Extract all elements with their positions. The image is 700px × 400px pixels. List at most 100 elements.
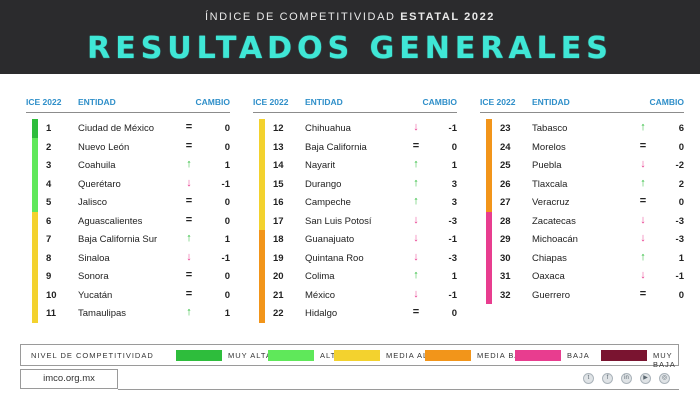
- state-rank: 28: [500, 215, 511, 227]
- rank-change: 0: [224, 215, 230, 227]
- arrow-down-icon: ↓: [413, 250, 419, 263]
- state-row: 20 Colima ↑ 1: [253, 267, 457, 286]
- state-row: 26 Tlaxcala ↑ 2: [480, 174, 684, 193]
- state-name: Michoacán: [532, 234, 578, 245]
- state-row: 27 Veracruz = 0: [480, 193, 684, 212]
- legend-label: MEDIA BAJA: [477, 351, 532, 360]
- instagram-icon[interactable]: ◎: [659, 373, 670, 384]
- arrow-down-icon: ↓: [640, 158, 646, 170]
- equal-icon: =: [639, 139, 647, 152]
- header-rank: ICE 2022: [253, 97, 289, 107]
- state-rank: 17: [273, 215, 284, 227]
- state-name: Querétaro: [78, 178, 121, 190]
- equal-icon: =: [639, 195, 647, 207]
- website-link[interactable]: imco.org.mx: [20, 369, 118, 389]
- state-row: 5 Jalisco = 0: [26, 193, 230, 212]
- level-color-bar: [32, 304, 38, 323]
- level-color-bar: [259, 267, 265, 286]
- arrow-down-icon: ↓: [186, 176, 192, 189]
- state-row: 15 Durango ↑ 3: [253, 174, 457, 193]
- state-row: 14 Nayarit ↑ 1: [253, 156, 457, 175]
- state-row: 19 Quintana Roo ↓ -3: [253, 248, 457, 267]
- state-name: Campeche: [305, 197, 351, 208]
- state-row: 13 Baja California = 0: [253, 137, 457, 156]
- facebook-icon[interactable]: f: [602, 373, 613, 384]
- equal-icon: =: [185, 287, 193, 300]
- level-color-bar: [486, 248, 492, 267]
- state-rank: 13: [273, 141, 284, 153]
- level-color-bar: [486, 211, 492, 230]
- legend-label: MUY BAJA: [653, 351, 676, 369]
- state-rank: 4: [46, 178, 52, 190]
- legend-label: MEDIA ALTA: [386, 351, 439, 360]
- linkedin-icon[interactable]: in: [621, 373, 632, 384]
- state-row: 25 Puebla ↓ -2: [480, 156, 684, 175]
- legend-swatch: [601, 350, 647, 361]
- state-name: Aguascalientes: [78, 215, 143, 227]
- state-name: Chihuahua: [305, 123, 351, 134]
- level-color-bar: [486, 193, 492, 212]
- level-color-bar: [32, 211, 38, 230]
- state-rank: 19: [273, 252, 284, 264]
- rank-change: 3: [451, 178, 457, 190]
- arrow-up-icon: ↑: [413, 176, 419, 189]
- legend-title: NIVEL DE COMPETITIVIDAD: [31, 351, 154, 360]
- state-rank: 1: [46, 123, 52, 134]
- rank-change: -1: [221, 252, 230, 264]
- state-name: Nayarit: [305, 160, 336, 171]
- equal-icon: =: [412, 306, 420, 318]
- arrow-up-icon: ↑: [413, 195, 419, 207]
- twitter-icon[interactable]: t: [583, 373, 594, 384]
- state-row: 9 Sonora = 0: [26, 267, 230, 286]
- state-rank: 12: [273, 123, 284, 134]
- legend-label: ALTA: [320, 351, 342, 360]
- state-name: Coahuila: [78, 160, 116, 171]
- rank-change: 1: [224, 160, 230, 171]
- state-row: 29 Michoacán ↓ -3: [480, 230, 684, 249]
- header-entity: ENTIDAD: [532, 97, 570, 107]
- arrow-up-icon: ↑: [186, 158, 192, 170]
- level-color-bar: [32, 137, 38, 156]
- arrow-up-icon: ↑: [640, 176, 646, 189]
- equal-icon: =: [185, 195, 193, 207]
- rank-change: 0: [678, 289, 684, 301]
- state-row: 8 Sinaloa ↓ -1: [26, 248, 230, 267]
- arrow-up-icon: ↑: [413, 269, 419, 281]
- header-entity: ENTIDAD: [305, 97, 343, 107]
- level-color-bar: [486, 267, 492, 286]
- rank-change: 1: [678, 252, 684, 264]
- state-name: Guanajuato: [305, 234, 355, 245]
- state-name: Sonora: [78, 271, 109, 282]
- rank-change: -3: [675, 215, 684, 227]
- state-row: 24 Morelos = 0: [480, 137, 684, 156]
- rank-change: -1: [221, 178, 230, 190]
- state-name: Quintana Roo: [305, 252, 364, 264]
- state-row: 16 Campeche ↑ 3: [253, 193, 457, 212]
- level-color-bar: [259, 285, 265, 304]
- subtitle-prefix: ÍNDICE DE COMPETITIVIDAD: [204, 11, 396, 23]
- state-rank: 16: [273, 197, 284, 208]
- arrow-down-icon: ↓: [413, 121, 419, 133]
- state-rank: 7: [46, 234, 52, 245]
- rank-change: -3: [448, 215, 457, 227]
- state-rank: 15: [273, 178, 284, 190]
- rank-change: 0: [451, 141, 457, 153]
- rank-change: 0: [678, 197, 684, 208]
- level-color-bar: [259, 211, 265, 230]
- report-subtitle: ÍNDICE DE COMPETITIVIDAD ESTATAL 2022: [0, 11, 700, 23]
- header-rank: ICE 2022: [480, 97, 516, 107]
- state-name: Baja California Sur: [78, 234, 158, 245]
- state-row: 28 Zacatecas ↓ -3: [480, 211, 684, 230]
- state-name: Morelos: [532, 141, 566, 153]
- state-rank: 14: [273, 160, 284, 171]
- level-color-bar: [486, 174, 492, 193]
- state-rank: 2: [46, 141, 52, 153]
- level-color-bar: [259, 137, 265, 156]
- level-color-bar: [259, 193, 265, 212]
- arrow-up-icon: ↑: [640, 250, 646, 263]
- state-rank: 25: [500, 160, 511, 171]
- state-name: Oaxaca: [532, 271, 565, 282]
- level-color-bar: [32, 248, 38, 267]
- rank-change: -1: [448, 234, 457, 245]
- youtube-icon[interactable]: ▶: [640, 373, 651, 384]
